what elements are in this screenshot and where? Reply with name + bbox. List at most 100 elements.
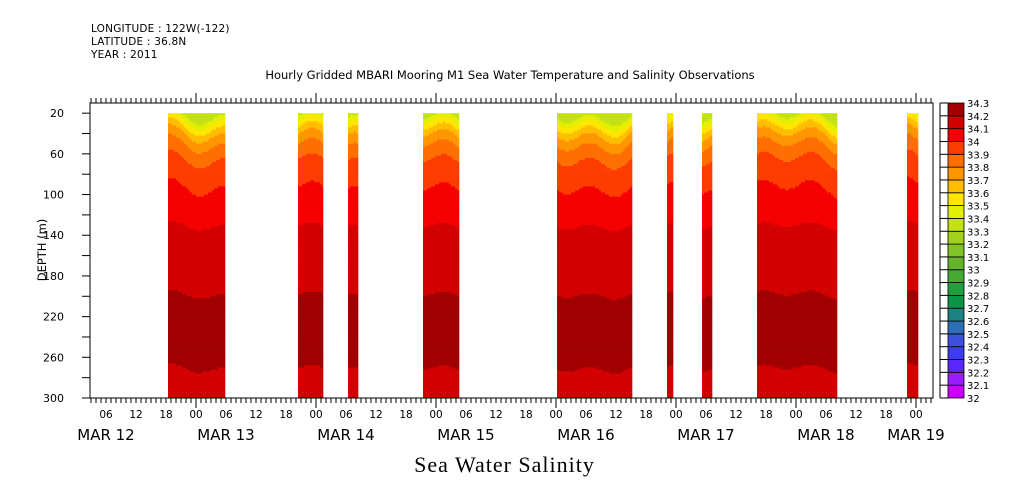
salinity-cell [180,223,183,226]
salinity-cell [222,310,225,313]
salinity-cell [204,365,207,368]
salinity-cell [192,249,195,252]
salinity-cell [298,170,301,173]
salinity-cell [194,241,197,244]
salinity-cell [206,255,209,258]
salinity-cell [200,308,203,311]
salinity-cell [184,180,187,183]
salinity-cell [224,308,226,311]
salinity-cell [174,332,177,336]
salinity-cell [300,164,303,167]
salinity-cell [308,357,311,360]
salinity-cell [178,145,181,149]
salinity-cell [198,200,201,203]
salinity-cell [200,263,203,267]
salinity-cell [198,184,201,187]
salinity-cell [298,347,301,350]
salinity-cell [178,257,181,260]
salinity-cell [200,339,203,342]
salinity-cell [220,212,223,216]
salinity-cell [220,157,223,161]
salinity-cell [180,336,183,340]
salinity-cell [218,168,221,171]
salinity-cell [172,249,175,252]
salinity-cell [180,320,183,324]
salinity-cell [216,131,219,134]
salinity-cell [178,137,181,140]
salinity-cell [200,357,203,360]
salinity-cell [172,332,175,336]
salinity-cell [300,253,303,256]
salinity-cell [168,180,171,183]
salinity-cell [298,296,301,299]
salinity-cell [180,137,183,140]
salinity-cell [200,363,203,366]
salinity-cell [224,218,226,222]
salinity-cell [196,159,199,163]
salinity-cell [210,343,213,346]
salinity-cell [172,377,175,380]
salinity-cell [220,139,223,142]
salinity-cell [204,383,207,387]
salinity-cell [200,371,203,374]
salinity-cell [186,253,189,256]
salinity-cell [192,123,195,126]
salinity-cell [186,218,189,222]
salinity-cell [196,379,199,383]
salinity-cell [302,153,305,157]
salinity-cell [224,245,226,248]
salinity-cell [214,259,217,262]
salinity-cell [178,359,181,362]
salinity-cell [168,393,171,397]
salinity-cell [188,143,191,147]
salinity-cell [170,326,173,330]
salinity-cell [202,157,205,161]
salinity-cell [180,263,183,267]
salinity-cell [210,332,213,336]
salinity-cell [302,371,305,374]
salinity-cell [206,269,209,273]
salinity-cell [198,164,201,167]
salinity-cell [170,334,173,338]
salinity-cell [220,355,223,358]
salinity-cell [198,129,201,132]
salinity-cell [182,312,185,315]
salinity-cell [168,162,171,165]
salinity-cell [216,139,219,142]
salinity-cell [310,141,313,144]
salinity-cell [174,271,177,275]
salinity-cell [300,355,303,358]
salinity-cell [184,129,187,132]
salinity-cell [216,381,219,385]
salinity-cell [178,204,181,208]
salinity-cell [208,194,211,197]
salinity-cell [188,214,191,218]
salinity-cell [202,345,205,348]
salinity-cell [174,117,177,120]
salinity-cell [182,231,185,234]
salinity-cell [172,320,175,324]
salinity-cell [172,288,175,291]
salinity-cell [190,227,193,230]
salinity-cell [214,280,217,283]
salinity-cell [186,328,189,332]
salinity-cell [170,170,173,173]
salinity-cell [302,379,305,383]
salinity-cell [194,149,197,153]
salinity-cell [308,395,311,399]
salinity-cell [174,170,177,173]
salinity-cell [190,357,193,360]
salinity-cell [198,395,201,399]
salinity-cell [214,381,217,385]
salinity-cell [212,320,215,324]
salinity-cell [210,237,213,240]
salinity-cell [178,188,181,191]
salinity-cell [178,377,181,380]
salinity-cell [176,290,179,293]
salinity-cell [208,381,211,385]
salinity-cell [216,200,219,203]
salinity-cell [172,123,175,126]
salinity-cell [168,188,171,191]
salinity-cell [204,298,207,301]
salinity-cell [200,233,203,236]
